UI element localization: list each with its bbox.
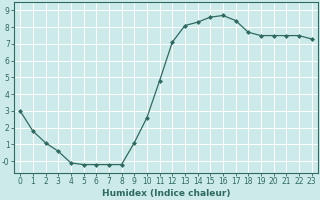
- X-axis label: Humidex (Indice chaleur): Humidex (Indice chaleur): [102, 189, 230, 198]
